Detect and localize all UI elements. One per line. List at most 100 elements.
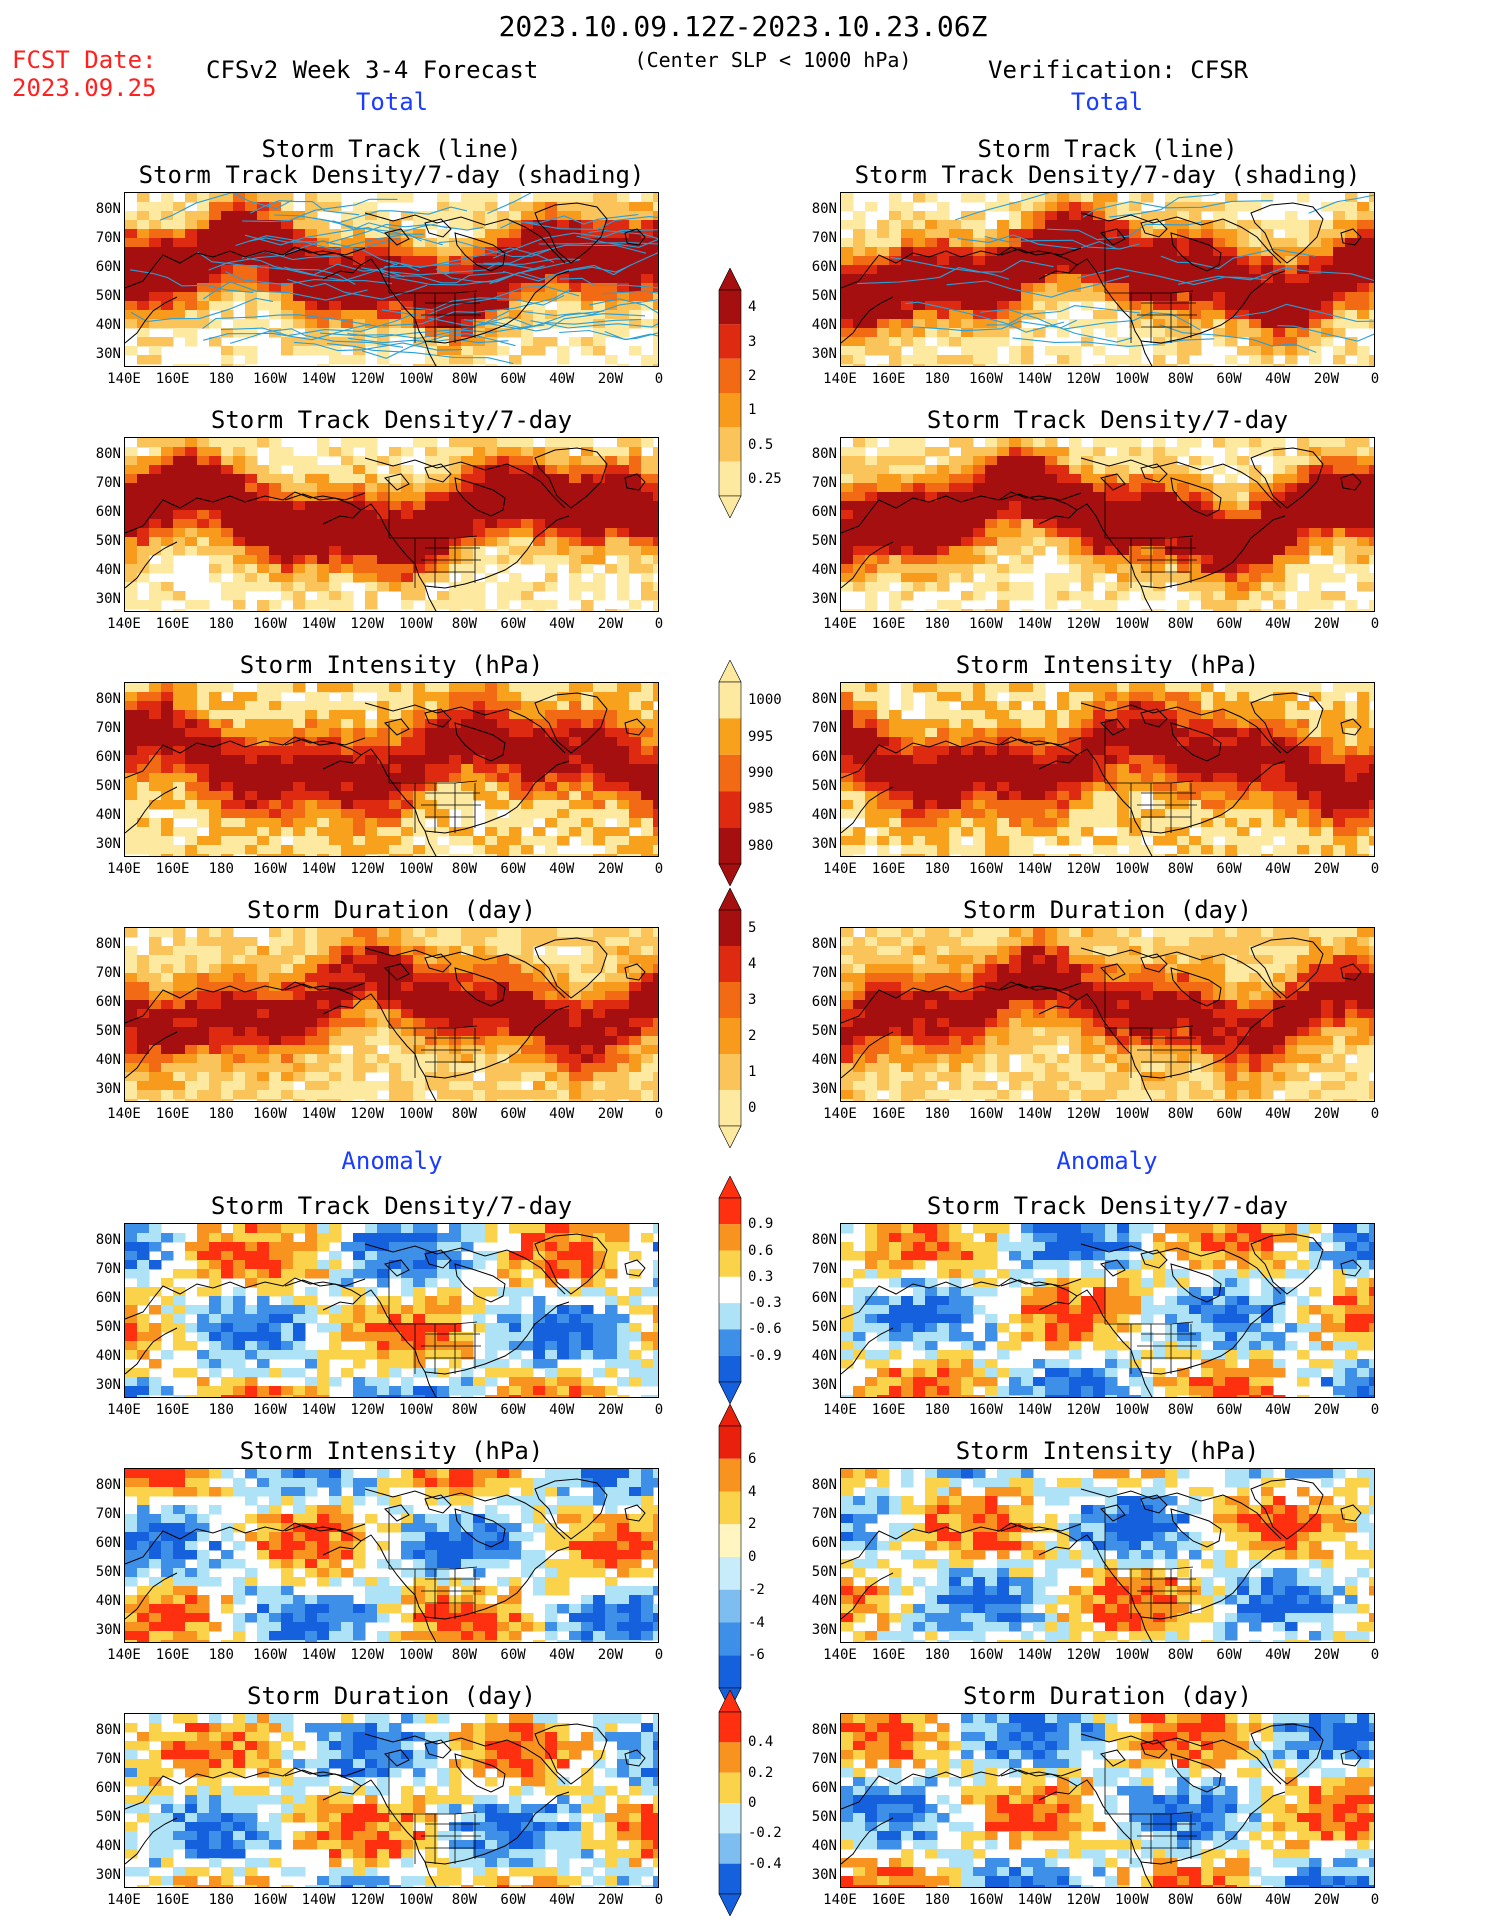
lat-label: 30N (95, 1622, 121, 1638)
lon-label: 140E (107, 861, 141, 877)
lon-label: 40W (1265, 1892, 1291, 1908)
lat-label: 40N (811, 1052, 837, 1068)
lon-label: 100W (1114, 861, 1149, 877)
colorbar-label: 0.5 (748, 436, 774, 453)
date-range-title: 2023.10.09.12Z-2023.10.23.06Z (498, 10, 988, 43)
panel-title: Storm Duration (day) (963, 896, 1252, 924)
lon-label: 0 (654, 861, 664, 877)
lat-label: 40N (95, 1052, 121, 1068)
lat-label: 80N (811, 936, 837, 952)
lat-label: 50N (95, 1809, 121, 1825)
colorbar-swatches (718, 1403, 742, 1711)
lon-label: 0 (1370, 1402, 1380, 1418)
lon-label: 40W (1265, 1402, 1291, 1418)
lat-label: 30N (811, 1622, 837, 1638)
lat-label: 30N (811, 1377, 837, 1393)
coastlines (841, 692, 1362, 856)
colorbar-swatches (718, 887, 742, 1149)
lat-label: 40N (811, 317, 837, 333)
panel-title: Storm Intensity (hPa) (239, 1437, 544, 1465)
lon-label: 0 (1370, 1106, 1380, 1122)
verification-label: Verification: CFSR (988, 56, 1249, 84)
lat-label: 70N (811, 230, 837, 246)
lon-label: 120W (1066, 616, 1101, 632)
coastlines (841, 1723, 1362, 1887)
lat-label: 30N (95, 591, 121, 607)
lat-label: 50N (95, 1023, 121, 1039)
lon-label: 160E (871, 1106, 906, 1122)
lon-label: 120W (1066, 371, 1101, 387)
lon-label: 20W (597, 371, 624, 387)
lat-label: 60N (811, 504, 837, 520)
map-panel-fc-track (124, 192, 659, 367)
shading-layer (125, 1714, 658, 1887)
lat-label: 70N (811, 720, 837, 736)
lon-label: 140W (1017, 1402, 1052, 1418)
map-panel-fc-adur (124, 1713, 659, 1888)
lat-label: 60N (95, 1290, 121, 1306)
section-total-left: Total (355, 88, 429, 116)
colorbar-label: 6 (748, 1450, 757, 1467)
lon-label: 160W (253, 371, 287, 387)
panel-title: Storm Track (line) (977, 135, 1238, 163)
lon-label: 20W (1313, 861, 1340, 877)
lon-label: 160E (155, 1106, 190, 1122)
lon-label: 120W (350, 1647, 385, 1663)
lon-label: 140W (301, 616, 336, 632)
lon-label: 60W (1216, 861, 1242, 877)
lon-label: 140E (107, 371, 141, 387)
lat-label: 30N (811, 1081, 837, 1097)
coastlines (125, 1233, 646, 1397)
lon-label: 0 (1370, 1892, 1380, 1908)
lat-label: 40N (811, 562, 837, 578)
colorbar-label: -4 (748, 1614, 765, 1631)
colorbar-swatches (718, 267, 742, 519)
panel-title: Storm Track Density/7-day (210, 406, 573, 434)
lon-label: 20W (1313, 1647, 1340, 1663)
lon-label: 160W (969, 371, 1003, 387)
lon-label: 160E (155, 1892, 190, 1908)
colorbar-label: 995 (748, 728, 774, 745)
lon-label: 120W (350, 1402, 385, 1418)
lon-label: 100W (398, 1647, 433, 1663)
lat-label: 60N (811, 1290, 837, 1306)
lat-label: 70N (95, 965, 121, 981)
lon-label: 180 (208, 1892, 234, 1908)
shading-layer (125, 438, 658, 611)
lon-label: 20W (1313, 371, 1340, 387)
lat-label: 30N (811, 591, 837, 607)
coastlines (125, 937, 646, 1101)
lon-label: 40W (549, 371, 575, 387)
lat-label: 80N (95, 201, 121, 217)
panel-title: Storm Track Density/7-day (210, 1192, 573, 1220)
lon-label: 100W (1114, 1892, 1149, 1908)
section-anomaly-right: Anomaly (1056, 1147, 1158, 1175)
colorbar-swatches (718, 1175, 742, 1405)
map-panel-ob-adens (840, 1223, 1375, 1398)
lon-label: 100W (1114, 1647, 1149, 1663)
lon-label: 100W (398, 1892, 433, 1908)
fcst-date-value: 2023.09.25 (12, 74, 157, 102)
shading-layer (841, 683, 1374, 856)
lon-label: 120W (350, 616, 385, 632)
lon-label: 140W (301, 861, 336, 877)
lon-label: 140W (1017, 371, 1052, 387)
lat-label: 80N (811, 446, 837, 462)
map-field (841, 1714, 1374, 1887)
lon-label: 140W (1017, 616, 1052, 632)
lat-label: 40N (811, 1348, 837, 1364)
map-panel-fc-int (124, 682, 659, 857)
colorbar-label: -2 (748, 1581, 765, 1598)
shading-layer (125, 928, 658, 1101)
lon-label: 140E (107, 1647, 141, 1663)
lat-label: 60N (95, 504, 121, 520)
colorbar-label: 0.6 (748, 1242, 774, 1259)
lon-label: 140W (301, 1892, 336, 1908)
lat-label: 30N (811, 346, 837, 362)
lon-label: 60W (500, 371, 526, 387)
lon-label: 140E (107, 1106, 141, 1122)
lon-label: 140E (823, 1106, 857, 1122)
model-title: CFSv2 Week 3-4 Forecast (206, 56, 539, 84)
colorbar-label: 3 (748, 992, 757, 1008)
lon-label: 160E (871, 371, 906, 387)
